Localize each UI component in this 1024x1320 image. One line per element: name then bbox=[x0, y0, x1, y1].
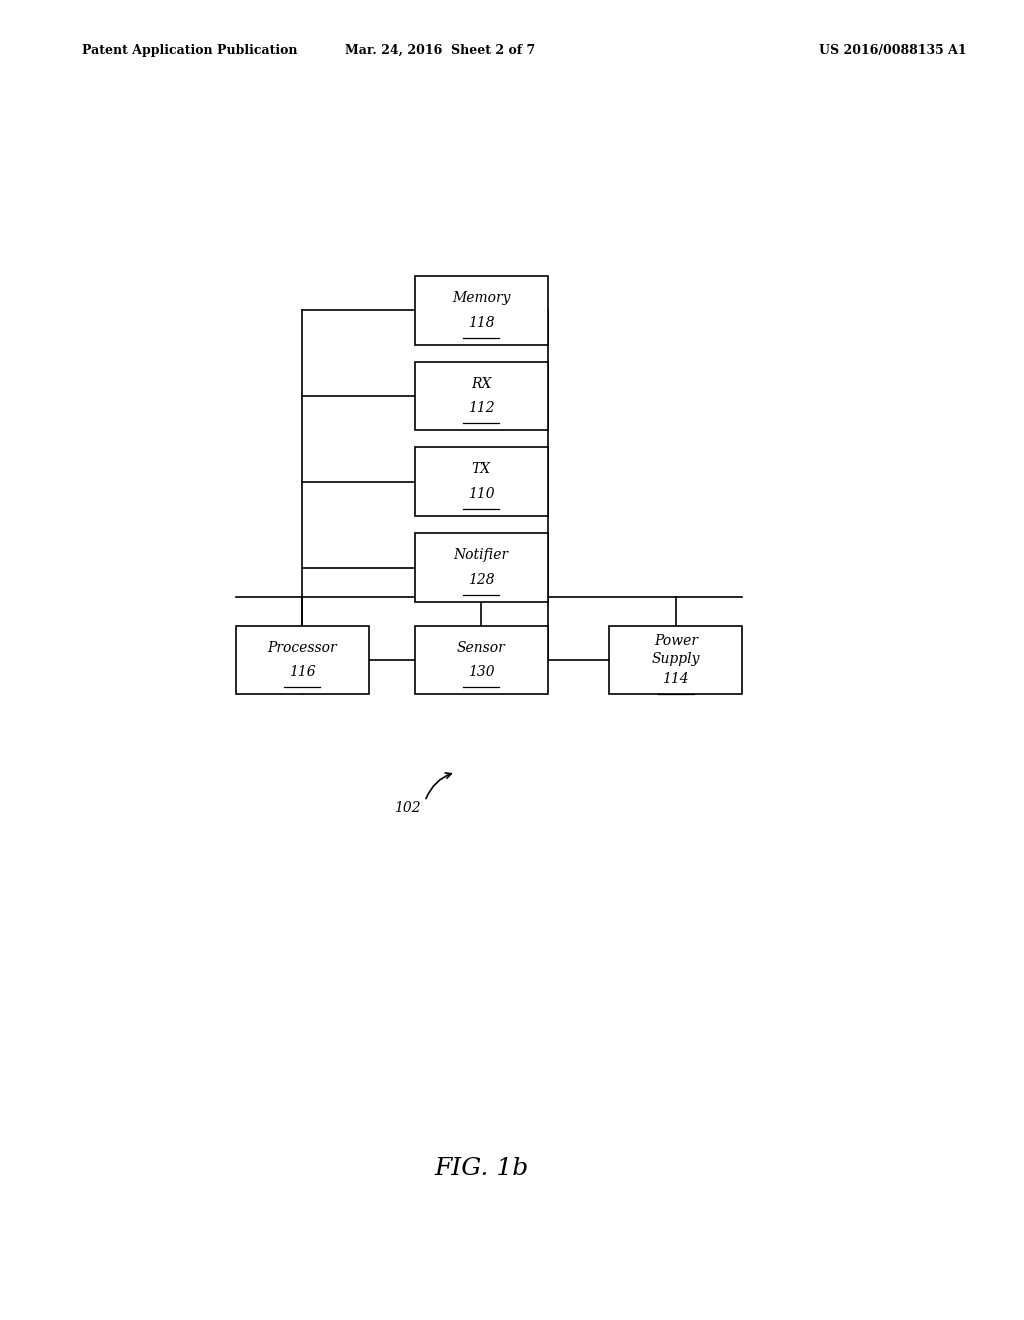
Text: RX: RX bbox=[471, 376, 492, 391]
Text: TX: TX bbox=[472, 462, 490, 477]
Text: 102: 102 bbox=[394, 801, 421, 814]
Bar bbox=[236, 626, 369, 694]
Text: Patent Application Publication: Patent Application Publication bbox=[82, 44, 297, 57]
Text: 112: 112 bbox=[468, 401, 495, 416]
Text: 128: 128 bbox=[468, 573, 495, 587]
Bar bbox=[415, 447, 548, 516]
Text: US 2016/0088135 A1: US 2016/0088135 A1 bbox=[819, 44, 967, 57]
Text: 130: 130 bbox=[468, 665, 495, 680]
Bar bbox=[415, 362, 548, 430]
Text: Mar. 24, 2016  Sheet 2 of 7: Mar. 24, 2016 Sheet 2 of 7 bbox=[345, 44, 536, 57]
Text: Power: Power bbox=[654, 634, 697, 648]
Text: Sensor: Sensor bbox=[457, 640, 506, 655]
Text: FIG. 1b: FIG. 1b bbox=[434, 1156, 528, 1180]
Text: 114: 114 bbox=[663, 672, 689, 686]
Bar bbox=[609, 626, 742, 694]
Text: 110: 110 bbox=[468, 487, 495, 502]
Bar bbox=[415, 533, 548, 602]
Text: 118: 118 bbox=[468, 315, 495, 330]
Text: 116: 116 bbox=[289, 665, 315, 680]
Text: Supply: Supply bbox=[651, 652, 700, 665]
Text: Memory: Memory bbox=[452, 290, 511, 305]
Bar bbox=[415, 276, 548, 345]
Text: Notifier: Notifier bbox=[454, 548, 509, 562]
Bar bbox=[415, 626, 548, 694]
Text: Processor: Processor bbox=[267, 640, 337, 655]
